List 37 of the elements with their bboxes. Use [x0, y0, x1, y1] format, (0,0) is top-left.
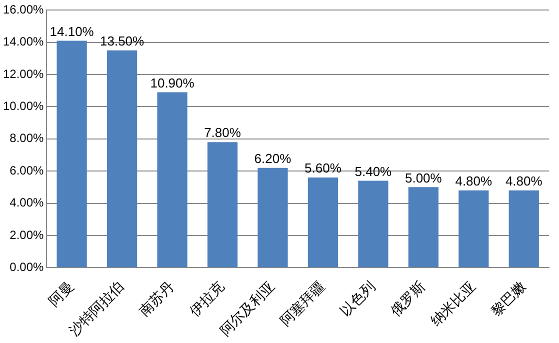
y-tick-label: 12.00%	[2, 66, 44, 81]
bar	[508, 190, 539, 268]
bar	[106, 50, 138, 268]
bar	[358, 180, 388, 268]
y-tick-label: 8.00%	[10, 131, 44, 146]
x-tick-label: 以色列	[338, 278, 379, 320]
x-tick-label: 黎巴嫩	[488, 278, 530, 320]
y-tick-label: 2.00%	[10, 228, 44, 242]
x-tick-label: 阿塞拜疆	[277, 278, 328, 330]
x-tick-label: 纳米比亚	[428, 278, 480, 330]
y-tick-label: 4.00%	[10, 196, 44, 210]
y-tick-label: 16.00%	[2, 2, 44, 17]
data-label: 5.40%	[354, 164, 392, 179]
bar	[408, 187, 438, 268]
x-tick-label: 南苏丹	[136, 278, 178, 320]
bar	[258, 168, 288, 268]
bar	[207, 142, 238, 268]
y-tick-label: 0.00%	[10, 260, 44, 274]
x-tick-label: 伊拉克	[186, 278, 228, 320]
data-label: 4.80%	[455, 173, 493, 188]
data-label: 14.10%	[50, 24, 94, 39]
data-label: 13.50%	[100, 34, 145, 48]
data-label: 4.80%	[505, 173, 543, 188]
x-tick-label: 俄罗斯	[388, 278, 429, 320]
data-label: 6.20%	[254, 150, 292, 166]
y-tick-label: 10.00%	[2, 99, 44, 114]
data-label: 5.60%	[304, 160, 342, 176]
bar	[458, 190, 489, 268]
bar	[56, 40, 87, 268]
data-label: 10.90%	[150, 75, 195, 90]
x-tick-label: 阿曼	[46, 278, 78, 310]
data-label: 5.00%	[404, 170, 442, 186]
bar	[308, 178, 338, 268]
data-label: 7.80%	[204, 125, 242, 140]
y-tick-label: 6.00%	[10, 163, 44, 178]
y-tick-label: 14.00%	[2, 34, 44, 49]
bar	[157, 92, 188, 268]
